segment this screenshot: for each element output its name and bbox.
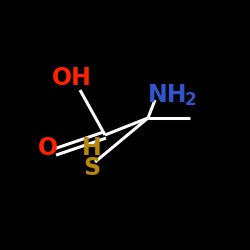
Text: 2: 2 [185, 91, 196, 109]
Text: S: S [84, 156, 100, 180]
Text: NH: NH [148, 83, 188, 107]
Text: H: H [82, 136, 102, 160]
Text: O: O [38, 136, 58, 160]
Text: OH: OH [52, 66, 92, 90]
